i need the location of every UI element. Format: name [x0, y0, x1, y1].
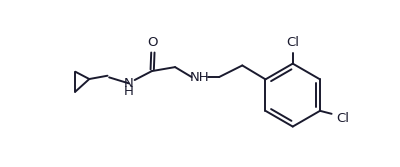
Text: H: H: [124, 85, 134, 98]
Text: O: O: [147, 36, 158, 49]
Text: Cl: Cl: [336, 112, 350, 125]
Text: Cl: Cl: [286, 36, 299, 49]
Text: N: N: [124, 77, 134, 90]
Text: NH: NH: [190, 70, 209, 84]
